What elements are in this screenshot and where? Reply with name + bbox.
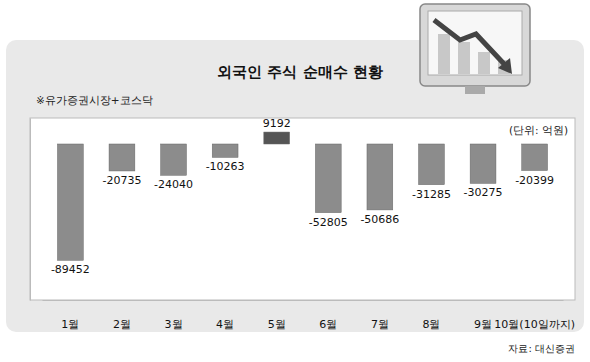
bar	[57, 144, 83, 260]
x-tick-label: 7월	[371, 318, 389, 331]
bar	[522, 144, 548, 171]
data-label: -24040	[154, 178, 193, 191]
x-axis: 1월 2월 3월 4월 5월 6월 7월 8월 9월10월(10일까지)	[43, 300, 575, 331]
data-label: -89452	[51, 263, 90, 276]
x-tick-label: 3월	[165, 318, 183, 331]
x-tick: 4월	[216, 300, 234, 331]
bar	[109, 144, 135, 171]
unit-label: (단위: 억원)	[509, 124, 568, 136]
data-label: -10263	[206, 160, 245, 173]
x-tick-label: 5월	[268, 318, 286, 331]
y-axis-line	[30, 119, 31, 301]
data-label: -31285	[412, 188, 451, 201]
bars	[57, 132, 547, 260]
x-tick: 1월	[61, 300, 79, 331]
x-tick-label: 1월	[61, 318, 79, 331]
x-tick-label: 4월	[216, 318, 234, 331]
bar	[367, 144, 393, 210]
bar	[419, 144, 445, 185]
x-tick: 3월	[165, 300, 183, 331]
x-tick-label: 10월(10일까지)	[494, 318, 575, 331]
bar	[470, 144, 496, 183]
bar	[264, 132, 290, 144]
bar	[161, 144, 187, 175]
y-axis	[30, 119, 31, 301]
bar	[212, 144, 238, 157]
chart: 외국인 주식 순매수 현황 ※유가증권시장+코스닥 -89452 -20735 -240…	[0, 0, 590, 362]
plot-frame	[30, 118, 575, 300]
x-tick: 8월	[422, 300, 440, 331]
data-label: -30275	[464, 186, 503, 199]
data-label: -52805	[309, 216, 348, 229]
bar	[315, 144, 341, 213]
data-label: -20735	[102, 174, 141, 187]
x-tick: 5월	[268, 300, 286, 331]
monitor-icon	[420, 4, 530, 94]
x-tick: 7월	[371, 300, 389, 331]
source: 자료: 대신증권	[508, 343, 575, 354]
x-tick: 10월(10일까지)	[494, 300, 575, 331]
data-label: -20399	[515, 174, 554, 187]
x-tick-label: 6월	[319, 318, 337, 331]
subtitle: ※유가증권시장+코스닥	[36, 94, 153, 106]
x-axis-line	[43, 300, 564, 301]
x-tick-label: 9월	[474, 318, 492, 331]
x-tick: 6월	[319, 300, 337, 331]
x-tick: 2월	[113, 300, 131, 331]
data-label: -50686	[360, 213, 399, 226]
x-tick-label: 8월	[422, 318, 440, 331]
data-label: 9192	[263, 117, 291, 130]
x-tick-label: 2월	[113, 318, 131, 331]
x-tick: 9월	[474, 300, 492, 331]
title: 외국인 주식 순매수 현황	[217, 63, 383, 81]
